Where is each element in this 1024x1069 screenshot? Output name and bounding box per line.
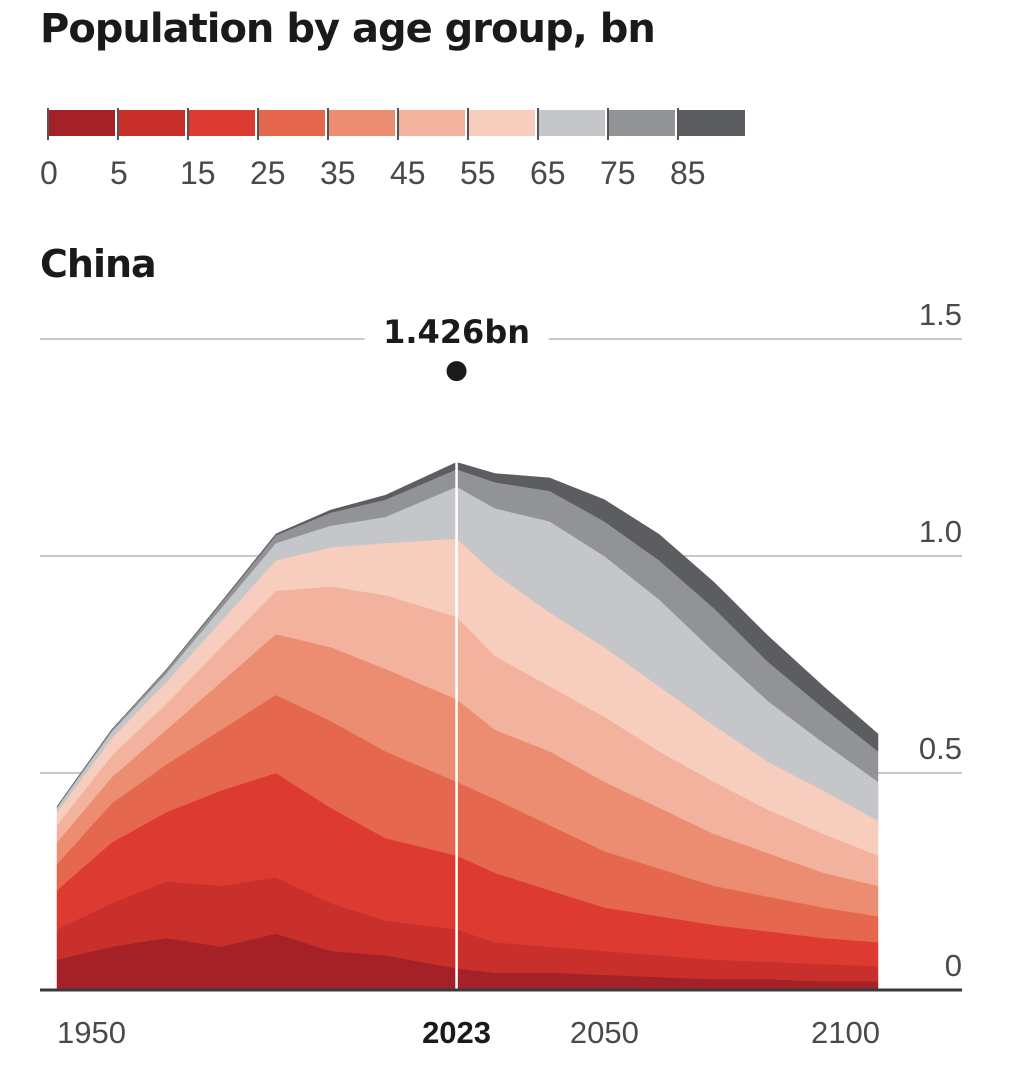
y-tick-label-0: 0 bbox=[945, 948, 962, 983]
axes: 0 0.5 1.0 1.5 1950 2023 2050 2100 bbox=[40, 297, 962, 1050]
chart-subtitle: China bbox=[40, 242, 157, 286]
annotation-label-0: 1.426bn bbox=[383, 313, 530, 351]
legend-tick-label-8: 75 bbox=[600, 155, 636, 191]
legend-tick-label-0: 0 bbox=[40, 155, 58, 191]
legend-tick-label-2: 15 bbox=[180, 155, 216, 191]
legend-swatch-0 bbox=[48, 110, 115, 136]
legend-swatch-5 bbox=[398, 110, 465, 136]
annotation-label-bg-0 bbox=[364, 333, 549, 345]
x-tick-label-1: 2023 bbox=[422, 1015, 491, 1050]
stacked-areas bbox=[56, 462, 879, 991]
y-tick-label-3: 1.5 bbox=[919, 297, 962, 332]
legend-swatch-3 bbox=[258, 110, 325, 136]
legend-swatch-7 bbox=[538, 110, 605, 136]
legend-tick-label-4: 35 bbox=[320, 155, 356, 191]
chart-overlay: 1.426bn bbox=[364, 313, 549, 990]
legend-swatch-2 bbox=[188, 110, 255, 136]
legend-tick-label-6: 55 bbox=[460, 155, 496, 191]
legend-tick-label-9: 85 bbox=[670, 155, 706, 191]
area-band-9 bbox=[56, 462, 879, 807]
x-tick-label-0: 1950 bbox=[57, 1015, 126, 1050]
legend-tick-label-5: 45 bbox=[390, 155, 426, 191]
legend: 0 5 15 25 35 45 55 65 75 85 bbox=[40, 108, 745, 191]
x-tick-label-2: 2050 bbox=[570, 1015, 639, 1050]
x-tick-label-3: 2100 bbox=[811, 1015, 880, 1050]
legend-swatch-8 bbox=[608, 110, 675, 136]
y-tick-label-1: 0.5 bbox=[919, 731, 962, 766]
legend-tick-label-3: 25 bbox=[250, 155, 286, 191]
legend-swatch-4 bbox=[328, 110, 395, 136]
legend-tick-label-1: 5 bbox=[110, 155, 128, 191]
legend-swatch-6 bbox=[468, 110, 535, 136]
y-tick-label-2: 1.0 bbox=[919, 514, 962, 549]
legend-swatch-1 bbox=[118, 110, 185, 136]
chart-title: Population by age group, bn bbox=[40, 6, 656, 52]
legend-tick-label-7: 65 bbox=[530, 155, 566, 191]
annotation-dot-0 bbox=[444, 359, 469, 384]
legend-swatch-9 bbox=[678, 110, 745, 136]
